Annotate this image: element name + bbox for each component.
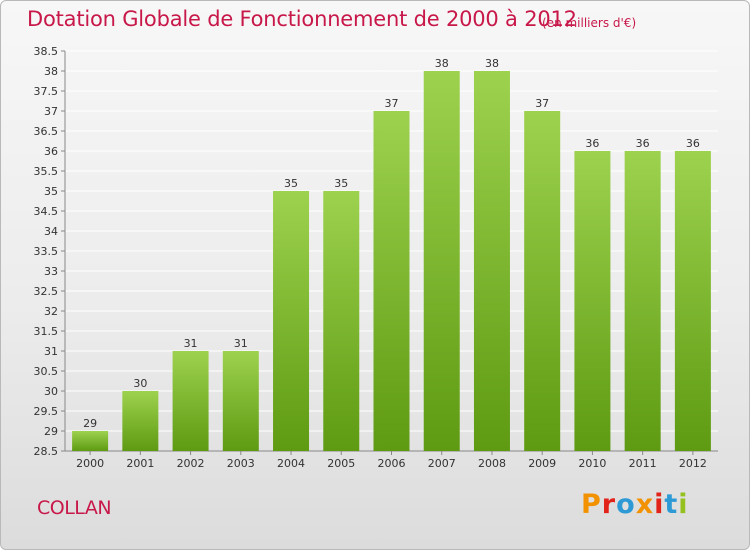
x-tick-label: 2006 (378, 457, 406, 470)
bar-2004[interactable] (273, 191, 310, 451)
bar-2002[interactable] (172, 351, 209, 451)
data-label-2007: 38 (435, 57, 449, 70)
x-tick-label: 2007 (428, 457, 456, 470)
y-tick-label: 36 (44, 145, 58, 158)
data-label-2001: 30 (133, 377, 147, 390)
bar-2005[interactable] (323, 191, 360, 451)
bar-2010[interactable] (574, 151, 611, 451)
x-tick-label: 2011 (629, 457, 657, 470)
y-tick-label: 32.5 (34, 285, 59, 298)
data-label-2000: 29 (83, 417, 97, 430)
y-tick-label: 29.5 (34, 405, 59, 418)
y-tick-label: 30 (44, 385, 58, 398)
y-tick-label: 33.5 (34, 245, 59, 258)
x-tick-label: 2001 (126, 457, 154, 470)
bar-2006[interactable] (373, 111, 410, 451)
y-tick-label: 38 (44, 65, 58, 78)
bar-2012[interactable] (674, 151, 711, 451)
y-tick-label: 32 (44, 305, 58, 318)
logo-letter: i (678, 489, 689, 520)
logo-letter: x (635, 489, 655, 520)
x-tick-label: 2004 (277, 457, 305, 470)
data-label-2010: 36 (585, 137, 599, 150)
x-tick-label: 2000 (76, 457, 104, 470)
y-tick-label: 35.5 (34, 165, 59, 178)
labels: 28.5 29 29.5 30 30.5 31 31.5 32 32.5 33 33.5 34 34.5… (34, 45, 707, 470)
logo-letter: i (654, 489, 665, 520)
bar-2009[interactable] (524, 111, 561, 451)
x-tick-label: 2012 (679, 457, 707, 470)
y-tick-label: 34 (44, 225, 58, 238)
y-tick-label: 36.5 (34, 125, 59, 138)
data-label-2005: 35 (334, 177, 348, 190)
x-tick-label: 2008 (478, 457, 506, 470)
y-tick-label: 38.5 (34, 45, 59, 58)
data-label-2004: 35 (284, 177, 298, 190)
data-label-2002: 31 (184, 337, 198, 350)
bar-2011[interactable] (624, 151, 661, 451)
x-tick-label: 2003 (227, 457, 255, 470)
bar-2000[interactable] (72, 431, 109, 451)
y-tick-label: 31 (44, 345, 58, 358)
data-label-2009: 37 (535, 97, 549, 110)
y-tick-label: 30.5 (34, 365, 59, 378)
x-tick-label: 2010 (578, 457, 606, 470)
chart-unit-note: (en milliers d'€) (542, 16, 637, 30)
x-tick-label: 2009 (528, 457, 556, 470)
y-tick-label: 34.5 (34, 205, 59, 218)
bar-2007[interactable] (423, 71, 460, 451)
data-label-2003: 31 (234, 337, 248, 350)
y-tick-label: 31.5 (34, 325, 59, 338)
logo-letter: t (664, 489, 679, 520)
x-tick-label: 2005 (327, 457, 355, 470)
y-tick-label: 35 (44, 185, 58, 198)
bar-2003[interactable] (222, 351, 259, 451)
bar-2008[interactable] (473, 71, 510, 451)
y-tick-label: 37.5 (34, 85, 59, 98)
y-tick-label: 37 (44, 105, 58, 118)
y-tick-label: 29 (44, 425, 58, 438)
logo-letter: P (581, 489, 602, 520)
logo-letter: r (601, 489, 617, 520)
bars (72, 71, 711, 451)
y-tick-label: 28.5 (34, 445, 59, 458)
bar-2001[interactable] (122, 391, 159, 451)
commune-name: COLLAN (37, 497, 112, 519)
data-label-2006: 37 (385, 97, 399, 110)
chart-title: Dotation Globale de Fonctionnement de 20… (27, 7, 577, 31)
data-label-2008: 38 (485, 57, 499, 70)
proxiti-logo[interactable]: Proxiti (581, 489, 689, 520)
data-label-2012: 36 (686, 137, 700, 150)
logo-letter: o (616, 489, 636, 520)
data-label-2011: 36 (636, 137, 650, 150)
x-tick-label: 2002 (177, 457, 205, 470)
y-tick-label: 33 (44, 265, 58, 278)
